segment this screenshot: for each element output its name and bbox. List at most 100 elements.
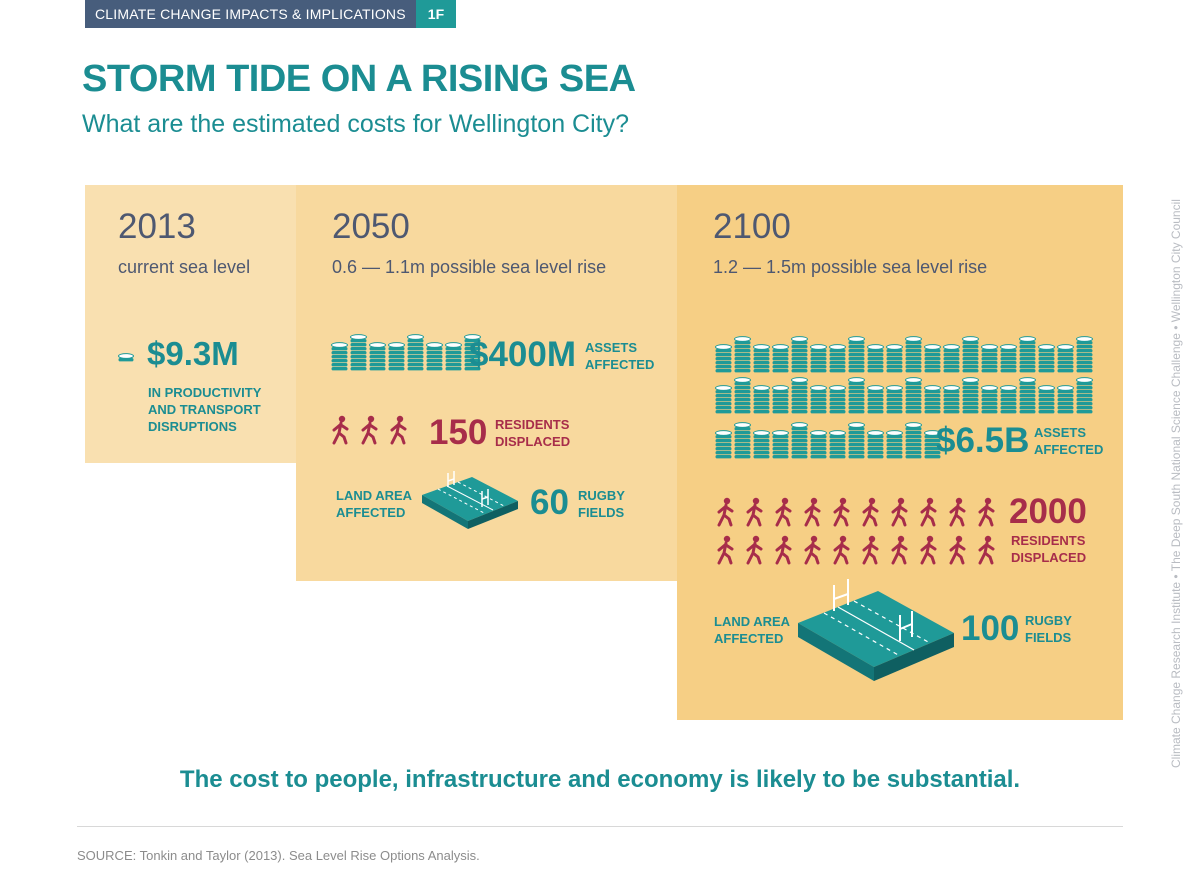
assets-label-line: AFFECTED bbox=[585, 357, 655, 372]
productivity-cost: $9.3M bbox=[147, 335, 239, 372]
coin-group-2100-row3 bbox=[715, 421, 943, 459]
fields-label-line: FIELDS bbox=[1025, 630, 1072, 645]
coin-stack-icon bbox=[1076, 377, 1093, 414]
land-label-line: LAND AREA bbox=[714, 614, 791, 629]
assets-value-2050: $400M bbox=[469, 335, 577, 374]
coin-stack-icon bbox=[962, 336, 979, 373]
section-tag-label: CLIMATE CHANGE IMPACTS & IMPLICATIONS bbox=[85, 0, 416, 28]
rugby-field-icon bbox=[422, 471, 518, 529]
coin-stack-icon bbox=[867, 430, 884, 459]
coin-stack-icon bbox=[810, 344, 827, 373]
person-walking-icon bbox=[746, 535, 763, 565]
coin-stack-icon bbox=[734, 377, 751, 414]
fields-label-line: FIELDS bbox=[578, 505, 625, 520]
coin-group-2013 bbox=[118, 350, 134, 362]
panel-2050: 2050 0.6 — 1.1m possible sea level rise … bbox=[296, 185, 677, 581]
rugby-field-icon bbox=[798, 579, 954, 681]
coin-stack-icon bbox=[772, 344, 789, 373]
fields-label-line: RUGBY bbox=[1025, 613, 1072, 628]
coin-stack-icon bbox=[905, 377, 922, 414]
person-walking-icon bbox=[862, 535, 879, 565]
person-walking-icon bbox=[833, 535, 850, 565]
residents-value-2050: 150 bbox=[429, 413, 488, 452]
section-tag: CLIMATE CHANGE IMPACTS & IMPLICATIONS 1F bbox=[85, 0, 457, 28]
coin-stack-icon bbox=[962, 377, 979, 414]
coin-stack-icon bbox=[772, 385, 789, 414]
coin-stack-icon bbox=[791, 336, 808, 373]
productivity-desc-line: AND TRANSPORT bbox=[148, 402, 261, 417]
coin-stack-icon bbox=[943, 344, 960, 373]
coin-stack-icon bbox=[1038, 344, 1055, 373]
person-walking-icon bbox=[332, 415, 349, 445]
coin-stack-icon bbox=[886, 385, 903, 414]
coin-stack-icon bbox=[905, 336, 922, 373]
assets-label-line: ASSETS bbox=[1034, 425, 1087, 440]
residents-label-line: DISPLACED bbox=[1011, 550, 1087, 565]
coin-stack-icon bbox=[388, 342, 405, 371]
coin-stack-icon bbox=[1057, 385, 1074, 414]
coin-stack-icon bbox=[924, 430, 941, 459]
panel-2100: 2100 1.2 — 1.5m possible sea level rise … bbox=[677, 185, 1123, 720]
coin-stack-icon bbox=[772, 430, 789, 459]
coin-stack-icon bbox=[886, 430, 903, 459]
land-label-2050: LAND AREA AFFECTED bbox=[336, 487, 412, 521]
sea-level-2013: current sea level bbox=[118, 257, 251, 277]
coin-stack-icon bbox=[118, 353, 134, 362]
people-group-2100-row2 bbox=[715, 535, 1005, 565]
coin-stack-icon bbox=[981, 344, 998, 373]
coin-stack-icon bbox=[924, 344, 941, 373]
productivity-desc-line: DISRUPTIONS bbox=[148, 419, 237, 434]
person-walking-icon bbox=[920, 497, 937, 527]
person-walking-icon bbox=[746, 497, 763, 527]
people-group-2050 bbox=[330, 415, 417, 445]
coin-group-2100-row2 bbox=[715, 376, 1095, 414]
coin-stack-icon bbox=[1019, 336, 1036, 373]
year-2013: 2013 bbox=[118, 207, 196, 246]
residents-label-2050: RESIDENTS DISPLACED bbox=[495, 416, 570, 450]
land-label-2100: LAND AREA AFFECTED bbox=[714, 613, 790, 647]
coin-stack-icon bbox=[981, 385, 998, 414]
coin-stack-icon bbox=[350, 334, 367, 371]
person-walking-icon bbox=[717, 497, 734, 527]
assets-value-2100: $6.5B bbox=[936, 421, 1030, 460]
coin-stack-icon bbox=[791, 377, 808, 414]
coin-stack-icon bbox=[753, 385, 770, 414]
coin-stack-icon bbox=[1000, 385, 1017, 414]
coin-stack-icon bbox=[1000, 344, 1017, 373]
coin-stack-icon bbox=[407, 334, 424, 371]
page-subtitle: What are the estimated costs for Welling… bbox=[82, 110, 629, 138]
sea-level-2100: 1.2 — 1.5m possible sea level rise bbox=[713, 257, 988, 277]
person-walking-icon bbox=[390, 415, 407, 445]
source-citation: SOURCE: Tonkin and Taylor (2013). Sea Le… bbox=[77, 848, 480, 863]
person-walking-icon bbox=[920, 535, 937, 565]
land-label-line: AFFECTED bbox=[336, 505, 406, 520]
coin-stack-icon bbox=[1057, 344, 1074, 373]
coin-stack-icon bbox=[734, 336, 751, 373]
coin-stack-icon bbox=[1019, 377, 1036, 414]
coin-stack-icon bbox=[829, 344, 846, 373]
person-walking-icon bbox=[775, 535, 792, 565]
coin-stack-icon bbox=[753, 430, 770, 459]
coin-stack-icon bbox=[426, 342, 443, 371]
person-walking-icon bbox=[978, 497, 995, 527]
coin-stack-icon bbox=[943, 385, 960, 414]
coin-stack-icon bbox=[905, 422, 922, 459]
coin-stack-icon bbox=[848, 377, 865, 414]
page-title: STORM TIDE ON A RISING SEA bbox=[82, 58, 636, 100]
assets-label-2050: ASSETS AFFECTED bbox=[585, 339, 654, 373]
person-walking-icon bbox=[833, 497, 850, 527]
person-walking-icon bbox=[361, 415, 378, 445]
person-walking-icon bbox=[949, 535, 966, 565]
coin-stack-icon bbox=[734, 422, 751, 459]
sea-level-2050: 0.6 — 1.1m possible sea level rise bbox=[332, 257, 607, 277]
panel-2013: 2013 current sea level $9.3M IN PRODUCTI… bbox=[85, 185, 296, 463]
coin-stack-icon bbox=[464, 334, 481, 371]
coin-group-2050 bbox=[331, 333, 483, 371]
assets-label-2100: ASSETS AFFECTED bbox=[1034, 424, 1103, 458]
residents-label-2100: RESIDENTS DISPLACED bbox=[1011, 532, 1086, 566]
year-2050: 2050 bbox=[332, 207, 410, 246]
coin-stack-icon bbox=[810, 430, 827, 459]
coin-group-2100-row1 bbox=[715, 335, 1095, 373]
coin-stack-icon bbox=[924, 385, 941, 414]
person-walking-icon bbox=[949, 497, 966, 527]
